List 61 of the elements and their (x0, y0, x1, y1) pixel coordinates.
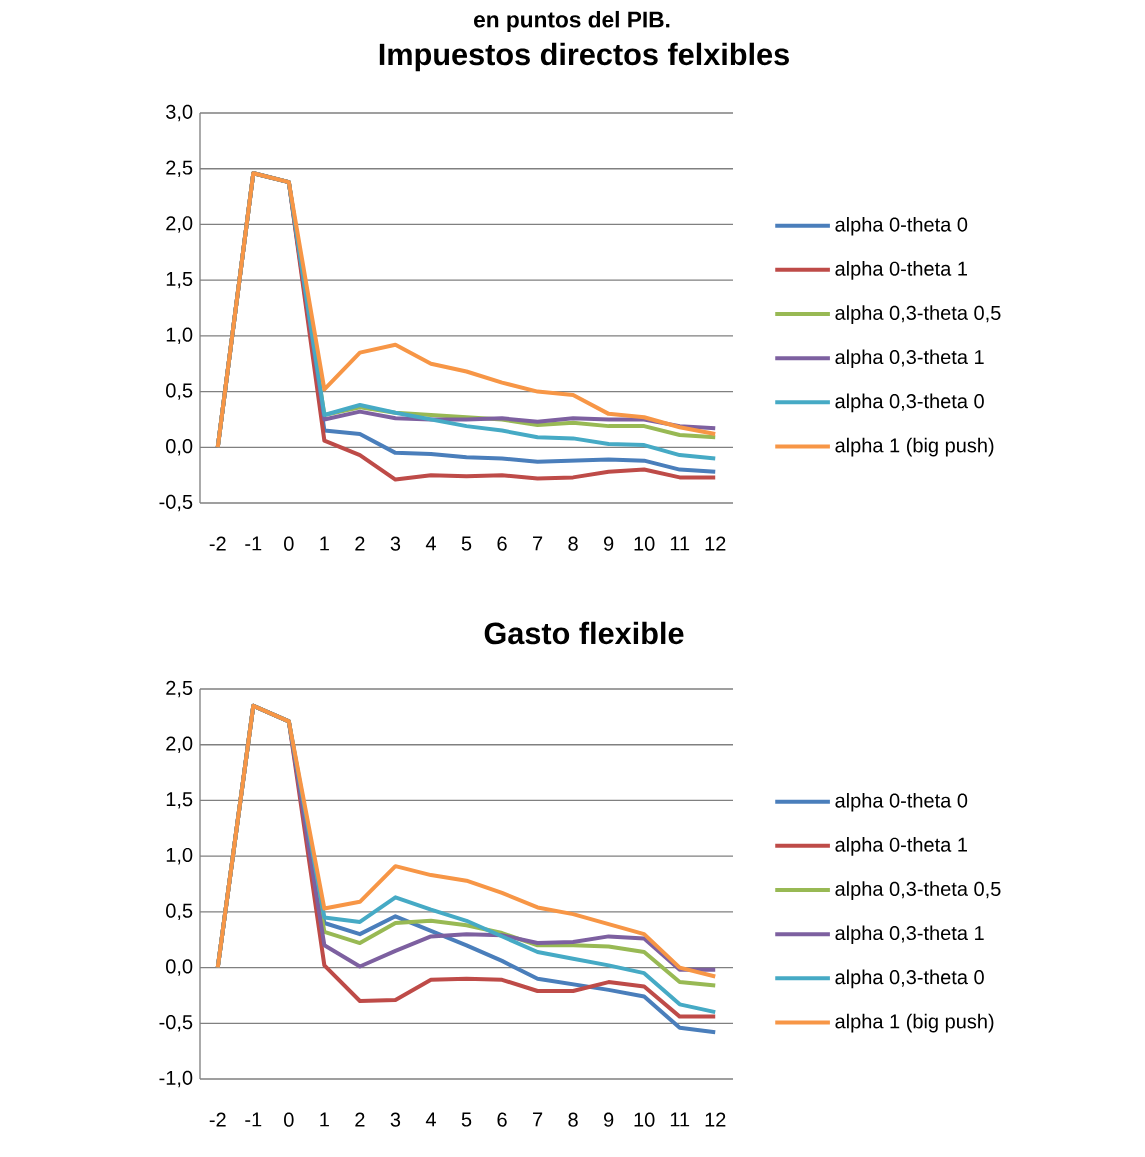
x-tick-label: 2 (355, 536, 365, 551)
x-tick-label: 6 (497, 536, 507, 551)
x-tick-label: 6 (497, 1112, 507, 1127)
x-tick-label: 12 (705, 536, 726, 551)
x-tick-label: 8 (568, 536, 578, 551)
legend-label: alpha 0,3-theta 1 (835, 349, 984, 369)
y-tick-label: 2,5 (166, 680, 193, 698)
y-tick-label: 1,0 (166, 847, 193, 865)
y-tick-label: 0,5 (166, 903, 193, 921)
x-tick-label: 9 (604, 1112, 614, 1127)
x-tick-label: 2 (355, 1112, 365, 1127)
x-tick-label: 5 (461, 536, 472, 551)
y-tick-label: 0,0 (166, 439, 193, 456)
x-tick-label: 1 (320, 1112, 329, 1127)
legend-label: alpha 0-theta 1 (835, 261, 967, 280)
x-tick-label: 4 (425, 536, 436, 551)
y-tick-label: -0,5 (159, 494, 193, 512)
y-tick-label: 2,0 (166, 216, 193, 233)
y-tick-label: 0,5 (166, 383, 193, 400)
legend-label: alpha 1 (big push) (835, 437, 994, 457)
x-tick-label: -2 (209, 536, 226, 551)
x-tick-label: 10 (634, 1112, 655, 1127)
legend-label: alpha 0,3-theta 1 (835, 925, 984, 945)
x-tick-label: 0 (284, 1112, 294, 1127)
x-tick-label: -1 (245, 1112, 262, 1127)
chart-title: Gasto flexible (484, 621, 684, 645)
x-tick-label: 7 (533, 1112, 543, 1127)
legend-label: alpha 0-theta 1 (835, 837, 967, 856)
x-tick-label: 12 (705, 1112, 726, 1127)
legend-label: alpha 0-theta 0 (835, 216, 968, 236)
y-tick-label: 2,5 (166, 160, 193, 177)
legend-label: alpha 1 (big push) (835, 1013, 994, 1033)
legend-label: alpha 0,3-theta 0 (835, 969, 984, 989)
x-tick-label: 0 (284, 536, 294, 551)
x-tick-label: 11 (670, 1112, 690, 1127)
y-tick-label: 1,0 (166, 327, 193, 345)
x-tick-label: 8 (568, 1112, 578, 1127)
chart-title: Impuestos directos felxibles (379, 42, 789, 72)
x-tick-label: -2 (209, 1112, 226, 1127)
x-tick-label: -1 (245, 536, 262, 551)
y-tick-label: 2,0 (166, 736, 193, 753)
x-tick-label: 4 (425, 1112, 436, 1127)
x-tick-label: 10 (634, 536, 655, 551)
x-tick-label: 9 (604, 536, 614, 551)
x-tick-label: 11 (670, 536, 690, 551)
legend-label: alpha 0,3-theta 0 (835, 393, 984, 413)
x-tick-label: 7 (533, 536, 543, 551)
y-tick-label: -0,5 (159, 1015, 193, 1032)
legend-label: alpha 0-theta 0 (835, 792, 968, 812)
x-tick-label: 5 (461, 1112, 472, 1127)
x-tick-label: 3 (390, 536, 401, 551)
y-tick-label: 0,0 (166, 959, 193, 976)
x-tick-label: 1 (320, 536, 329, 551)
y-tick-label: -1,0 (159, 1070, 193, 1088)
x-tick-label: 3 (390, 1112, 401, 1127)
text: en puntos del PIB. (474, 10, 670, 33)
y-tick-label: 1,5 (166, 792, 193, 809)
legend-label: alpha 0,3-theta 0,5 (835, 881, 1001, 900)
y-tick-label: 3,0 (166, 104, 193, 122)
legend-label: alpha 0,3-theta 0,5 (835, 305, 1001, 324)
y-tick-label: 1,5 (166, 271, 193, 289)
